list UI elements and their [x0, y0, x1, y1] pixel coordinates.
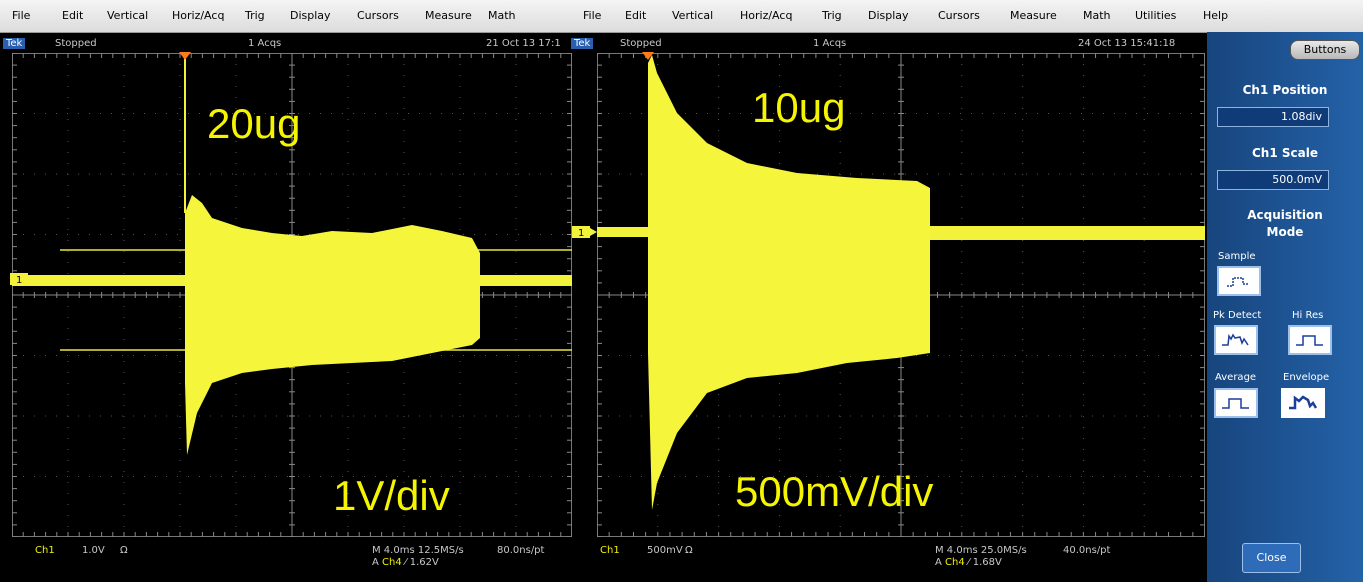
overlay-label: 10ug — [752, 84, 845, 132]
trigger-prefix: A — [372, 557, 379, 568]
acqs: 1 Acqs — [248, 38, 281, 49]
menu-item[interactable]: Horiz/Acq — [172, 9, 224, 22]
state: Stopped — [55, 38, 97, 49]
channel-marker-label: 1 — [578, 228, 584, 239]
trigger-marker — [179, 52, 191, 60]
footer-timebase: M 4.0ms 25.0MS/s — [935, 545, 1027, 556]
menu-item[interactable]: Help — [1203, 9, 1228, 22]
menu-item[interactable]: Measure — [1010, 9, 1057, 22]
envelope-icon[interactable] — [1281, 388, 1325, 418]
panel-title: Ch1 Scale — [1207, 146, 1363, 160]
menu-item[interactable]: Display — [868, 9, 909, 22]
position-value[interactable]: 1.08div — [1217, 107, 1329, 127]
brand: Tek — [3, 38, 25, 49]
footer-coupling: Ω — [120, 545, 128, 556]
buttons-button[interactable]: Buttons — [1290, 40, 1360, 60]
menu-item[interactable]: Horiz/Acq — [740, 9, 792, 22]
trigger-slope: ⁄ — [968, 557, 970, 568]
channel-marker: 1 — [572, 223, 598, 241]
menu-item[interactable]: Display — [290, 9, 331, 22]
footer-resolution: 40.0ns/pt — [1063, 545, 1110, 556]
menu-item[interactable]: Trig — [822, 9, 842, 22]
baseline — [930, 226, 1205, 240]
trigger-source: Ch4 — [945, 557, 965, 568]
overlay-label: 500mV/div — [735, 468, 933, 516]
sample-icon[interactable] — [1217, 266, 1261, 296]
panel-title: Ch1 Position — [1207, 83, 1363, 97]
footer-trigger: A Ch4 ⁄ 1.62V — [372, 557, 439, 568]
trigger-marker — [642, 52, 654, 60]
screen: 1 1 Tek Stopped 1 Acqs 21 Oct 13 17:1 Te… — [0, 0, 1363, 582]
mode-label: Average — [1215, 372, 1256, 383]
menu-item[interactable]: Utilities — [1135, 9, 1176, 22]
mode-label: Envelope — [1283, 372, 1329, 383]
baseline — [597, 227, 648, 237]
scale-value[interactable]: 500.0mV — [1217, 170, 1329, 190]
close-button[interactable]: Close — [1242, 543, 1301, 573]
footer-channel: Ch1 — [600, 545, 620, 556]
trigger-prefix: A — [935, 557, 942, 568]
footer-timebase: M 4.0ms 12.5MS/s — [372, 545, 464, 556]
overlay-label: 1V/div — [333, 472, 450, 520]
menu-item[interactable]: Math — [1083, 9, 1111, 22]
state: Stopped — [620, 38, 662, 49]
footer-resolution: 80.0ns/pt — [497, 545, 544, 556]
overlay-label: 20ug — [207, 100, 300, 148]
panel-title: Acquisition — [1207, 208, 1363, 222]
menu-item[interactable]: Edit — [62, 9, 83, 22]
menu-item[interactable]: Vertical — [107, 9, 148, 22]
trigger-slope: ⁄ — [405, 557, 407, 568]
mode-label: Sample — [1218, 251, 1256, 262]
menu-item[interactable]: Math — [488, 9, 516, 22]
menu-item[interactable]: Measure — [425, 9, 472, 22]
menu-item[interactable]: Trig — [245, 9, 265, 22]
footer-channel: Ch1 — [35, 545, 55, 556]
hi-res-icon[interactable] — [1288, 325, 1332, 355]
average-icon[interactable] — [1214, 388, 1258, 418]
channel-marker: 1 — [10, 270, 36, 288]
panel-title: Mode — [1207, 225, 1363, 239]
channel-marker-label: 1 — [16, 275, 22, 286]
footer-scale: 1.0V — [82, 545, 105, 556]
date: 21 Oct 13 17:1 — [486, 38, 561, 49]
menu-item[interactable]: Vertical — [672, 9, 713, 22]
acqs: 1 Acqs — [813, 38, 846, 49]
mode-label: Pk Detect — [1213, 310, 1261, 321]
date: 24 Oct 13 15:41:18 — [1078, 38, 1175, 49]
footer-scale: 500mV — [647, 545, 683, 556]
footer-coupling: Ω — [685, 545, 693, 556]
menu-item[interactable]: File — [583, 9, 601, 22]
menu-item[interactable]: Cursors — [357, 9, 399, 22]
menu-item[interactable]: File — [12, 9, 30, 22]
mode-label: Hi Res — [1292, 310, 1323, 321]
waveform — [185, 195, 480, 455]
graticule — [597, 53, 1205, 537]
brand: Tek — [571, 38, 593, 49]
menu-item[interactable]: Cursors — [938, 9, 980, 22]
footer-trigger: A Ch4 ⁄ 1.68V — [935, 557, 1002, 568]
trigger-level: 1.62V — [410, 557, 439, 568]
menu-item[interactable]: Edit — [625, 9, 646, 22]
trigger-source: Ch4 — [382, 557, 402, 568]
pk-detect-icon[interactable] — [1214, 325, 1258, 355]
trigger-level: 1.68V — [973, 557, 1002, 568]
